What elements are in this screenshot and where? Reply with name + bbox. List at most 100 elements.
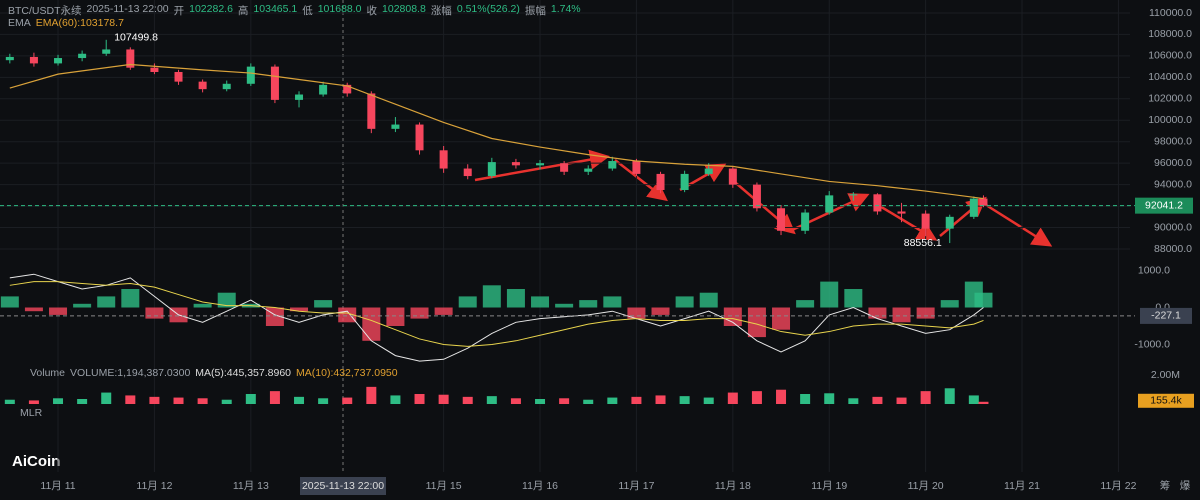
volume-bar — [221, 399, 232, 404]
candle-body — [174, 71, 183, 82]
macd-bar — [796, 300, 815, 308]
macd-bar — [506, 289, 525, 308]
x-tick-label: 11月 11 — [40, 480, 75, 492]
volume-bar — [631, 396, 642, 404]
macd-bar — [217, 292, 236, 308]
macd-bar — [723, 307, 742, 327]
candle-body — [29, 56, 38, 64]
candle-body — [632, 161, 641, 174]
price-annotation: 88556.1 — [904, 237, 942, 249]
x-tick-label: 11月 22 — [1100, 480, 1136, 492]
volume-bar — [4, 399, 15, 404]
macd-bar — [699, 292, 718, 308]
macd-bar — [651, 307, 670, 315]
datetime: 2025-11-13 22:00 — [86, 3, 169, 15]
candle-body — [979, 198, 988, 206]
macd-bar — [482, 285, 501, 308]
x-tick-label: 11月 15 — [426, 480, 462, 492]
macd-bar — [290, 307, 309, 312]
label: 收 — [366, 5, 378, 17]
volume-bar — [679, 396, 690, 404]
volume-bar — [28, 400, 39, 404]
volume-bar — [978, 401, 989, 404]
value: 1.74% — [550, 3, 581, 15]
side-icon: 筹 — [1160, 479, 1171, 492]
symbol: BTC/USDT永续 — [8, 5, 82, 17]
macd-bar — [24, 307, 43, 312]
macd-bar — [458, 296, 477, 308]
value: VOLUME:1,194,387.0300 — [70, 367, 191, 379]
macd-bar — [555, 303, 574, 308]
value: 101688.0 — [317, 3, 362, 15]
x-tick-label: 11月 16 — [522, 480, 558, 492]
y-tick-label: 2.00M — [1151, 369, 1180, 381]
volume-bar — [269, 391, 280, 404]
value: 102808.8 — [382, 3, 426, 15]
candle-body — [704, 168, 713, 174]
macd-bar — [362, 307, 381, 341]
volume-bar — [944, 388, 955, 404]
y-tick-label: 110000.0 — [1149, 7, 1192, 19]
macd-bar — [0, 296, 19, 308]
candle-body — [415, 124, 424, 151]
candle-body — [391, 124, 400, 129]
mlr-label: MLR — [20, 407, 43, 419]
macd-line — [9, 273, 984, 362]
macd-bar — [916, 307, 935, 319]
volume-bar — [824, 393, 835, 404]
candle-body — [463, 168, 472, 177]
candle-body — [825, 195, 834, 213]
candle-body — [849, 194, 858, 196]
value: MA(10):432,737.0950 — [296, 367, 398, 379]
candle-body — [54, 58, 63, 64]
x-tick-label: 11月 21 — [1004, 480, 1040, 492]
volume-bar — [414, 394, 425, 404]
candle-body — [343, 84, 352, 94]
macd-bar — [892, 307, 911, 323]
logo: AiCoin — [12, 453, 60, 470]
x-tick-label: 11月 12 — [136, 480, 172, 492]
candle-body — [969, 198, 978, 217]
volume-bar — [77, 399, 88, 404]
macd-line — [9, 281, 984, 347]
candle-body — [295, 94, 304, 100]
crosshair-label: 2025-11-13 22:00 — [302, 480, 384, 492]
y-tick-label: 98000.0 — [1154, 136, 1192, 148]
candle-body — [78, 53, 87, 59]
candle-body — [126, 49, 135, 68]
candle-body — [945, 216, 954, 229]
volume-bar — [896, 397, 907, 404]
label: 高 — [237, 5, 249, 17]
candle-body — [897, 211, 906, 214]
volume-bar — [318, 398, 329, 404]
candle-body — [511, 162, 520, 166]
volume-bar — [800, 394, 811, 404]
macd-bar — [531, 296, 550, 308]
volume-bar — [751, 391, 762, 404]
candle-body — [873, 194, 882, 212]
candle-body — [560, 163, 569, 172]
candle-body — [102, 49, 111, 54]
volume-bar — [727, 392, 738, 404]
volume-bar — [703, 397, 714, 404]
last-value-label: 155.4k — [1150, 395, 1182, 407]
volume-bar — [607, 397, 618, 404]
macd-bar — [579, 300, 598, 308]
y-tick-label: 100000.0 — [1148, 114, 1192, 126]
y-tick-label: 96000.0 — [1154, 157, 1192, 169]
candle-body — [5, 56, 14, 61]
volume-bar — [245, 394, 256, 404]
candle-body — [270, 66, 279, 100]
x-tick-label: 11月 17 — [618, 480, 654, 492]
x-tick-label: 11月 20 — [908, 480, 944, 492]
macd-bar — [73, 303, 92, 308]
macd-bar — [868, 307, 887, 319]
macd-bar — [675, 296, 694, 308]
candle-body — [367, 93, 376, 129]
crosshair-label-bg — [300, 477, 386, 495]
y-tick-label: 108000.0 — [1148, 28, 1192, 40]
x-tick-label: 11月 13 — [233, 480, 269, 492]
label: 涨幅 — [430, 5, 452, 17]
label: 低 — [302, 5, 313, 17]
macd-bar — [434, 307, 453, 315]
